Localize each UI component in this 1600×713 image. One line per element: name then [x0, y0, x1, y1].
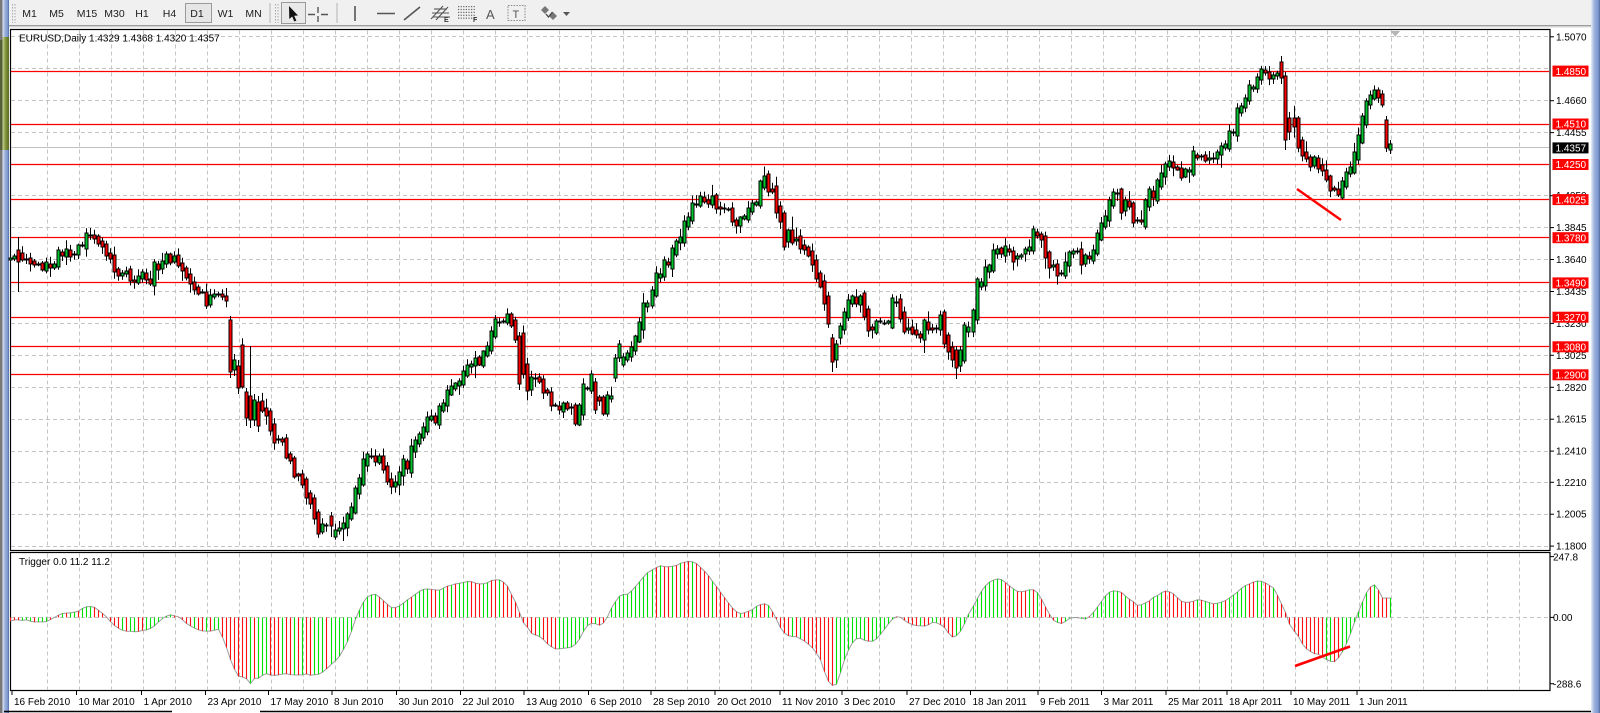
svg-text:1.3845: 1.3845	[1556, 223, 1587, 234]
svg-text:1.2900: 1.2900	[1556, 371, 1587, 382]
svg-text:6 Sep 2010: 6 Sep 2010	[591, 697, 643, 708]
svg-text:11 Nov 2010: 11 Nov 2010	[782, 697, 838, 708]
svg-text:1.5070: 1.5070	[1556, 32, 1587, 43]
svg-text:H1: H1	[135, 8, 149, 20]
svg-text:M30: M30	[104, 8, 125, 20]
svg-text:18 Jan 2011: 18 Jan 2011	[973, 697, 1028, 708]
svg-text:A: A	[486, 7, 495, 22]
svg-text:1.3435: 1.3435	[1556, 287, 1587, 298]
svg-text:3 Dec 2010: 3 Dec 2010	[844, 697, 896, 708]
svg-text:10 Mar 2010: 10 Mar 2010	[79, 697, 136, 708]
svg-text:1.4250: 1.4250	[1556, 160, 1587, 171]
svg-text:1.3230: 1.3230	[1556, 319, 1587, 330]
svg-text:10 May 2011: 10 May 2011	[1293, 697, 1351, 708]
svg-text:1 Jun 2011: 1 Jun 2011	[1359, 697, 1408, 708]
svg-text:1.3780: 1.3780	[1556, 233, 1587, 244]
svg-text:W1: W1	[218, 8, 234, 20]
svg-text:1.3270: 1.3270	[1556, 313, 1587, 324]
svg-text:1.2820: 1.2820	[1556, 383, 1587, 394]
svg-text:27 Dec 2010: 27 Dec 2010	[909, 697, 966, 708]
svg-text:23 Apr 2010: 23 Apr 2010	[208, 697, 262, 708]
svg-text:H4: H4	[163, 8, 177, 20]
svg-text:16 Feb 2010: 16 Feb 2010	[14, 697, 71, 708]
svg-text:D1: D1	[190, 8, 204, 20]
svg-text:T: T	[513, 9, 520, 21]
svg-text:1.3025: 1.3025	[1556, 351, 1587, 362]
svg-text:0.00: 0.00	[1553, 613, 1573, 624]
svg-text:1.4025: 1.4025	[1556, 195, 1587, 206]
svg-text:25 Mar 2011: 25 Mar 2011	[1168, 697, 1224, 708]
svg-text:-288.6: -288.6	[1553, 679, 1582, 690]
svg-text:M1: M1	[22, 8, 37, 20]
svg-text:20 Oct 2010: 20 Oct 2010	[717, 697, 772, 708]
svg-text:Trigger 0.0 11.2 11.2: Trigger 0.0 11.2 11.2	[19, 557, 110, 568]
svg-text:30 Jun 2010: 30 Jun 2010	[399, 697, 454, 708]
svg-text:22 Jul 2010: 22 Jul 2010	[463, 697, 515, 708]
svg-text:247.8: 247.8	[1553, 552, 1578, 563]
svg-text:8 Jun 2010: 8 Jun 2010	[334, 697, 384, 708]
svg-text:9 Feb 2011: 9 Feb 2011	[1040, 697, 1090, 708]
svg-text:13 Aug 2010: 13 Aug 2010	[526, 697, 583, 708]
svg-text:18 Apr 2011: 18 Apr 2011	[1229, 697, 1283, 708]
svg-text:M15: M15	[77, 8, 98, 20]
svg-text:1.4510: 1.4510	[1556, 120, 1587, 131]
svg-text:1.1800: 1.1800	[1556, 542, 1587, 553]
svg-text:MN: MN	[245, 8, 261, 20]
svg-text:1.2005: 1.2005	[1556, 510, 1587, 521]
svg-text:1.3080: 1.3080	[1556, 343, 1587, 354]
svg-text:1.3490: 1.3490	[1556, 279, 1587, 290]
svg-text:1.2210: 1.2210	[1556, 478, 1587, 489]
svg-text:E: E	[444, 17, 449, 24]
svg-text:M5: M5	[49, 8, 64, 20]
svg-text:EURUSD,Daily 1.4329 1.4368 1.: EURUSD,Daily 1.4329 1.4368 1.4320 1.4357	[19, 34, 220, 45]
svg-text:1.3640: 1.3640	[1556, 255, 1587, 266]
svg-text:1.4455: 1.4455	[1556, 128, 1587, 139]
svg-text:1.4357: 1.4357	[1556, 144, 1587, 155]
svg-text:1.2410: 1.2410	[1556, 447, 1587, 458]
svg-text:1.2615: 1.2615	[1556, 415, 1587, 426]
svg-text:17 May 2010: 17 May 2010	[271, 697, 329, 708]
svg-text:1 Apr 2010: 1 Apr 2010	[144, 697, 193, 708]
svg-text:F: F	[473, 17, 478, 24]
svg-text:1.4850: 1.4850	[1556, 67, 1587, 78]
svg-text:28 Sep 2010: 28 Sep 2010	[653, 697, 710, 708]
svg-text:3 Mar 2011: 3 Mar 2011	[1104, 697, 1154, 708]
svg-text:1.4660: 1.4660	[1556, 96, 1587, 107]
